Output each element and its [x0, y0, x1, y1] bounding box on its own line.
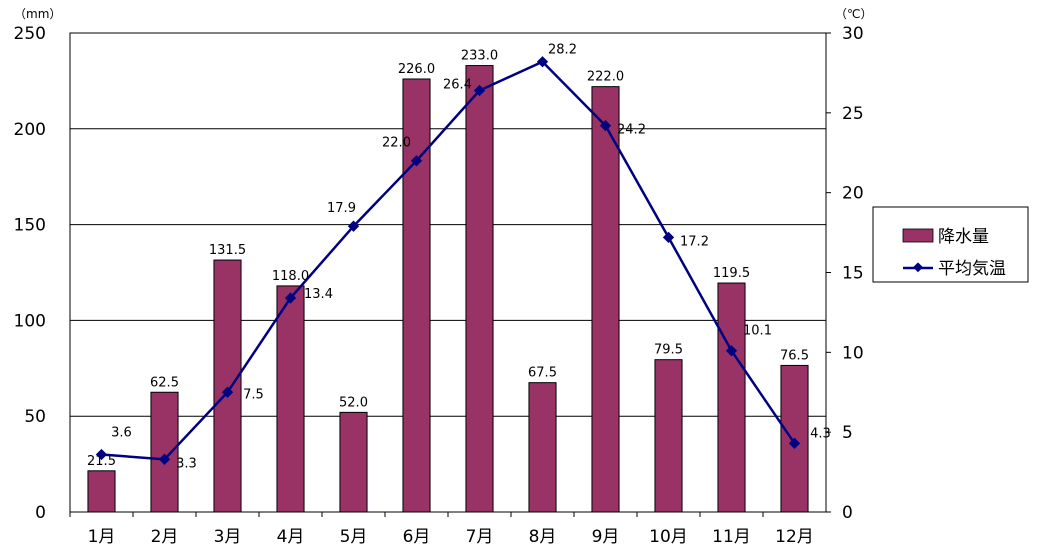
- right-tick-label: 30: [842, 24, 864, 44]
- legend-line-marker: [913, 262, 923, 273]
- left-axis-unit: （mm）: [14, 7, 61, 21]
- left-tick-label: 100: [14, 311, 46, 331]
- precipitation-value-label: 76.5: [780, 348, 809, 363]
- x-category-label: 9月: [592, 527, 620, 547]
- left-tick-label: 150: [14, 216, 46, 236]
- legend-box: [872, 206, 1029, 283]
- legend-precipitation-label: 降水量: [938, 227, 989, 247]
- temperature-value-label: 17.9: [327, 201, 356, 216]
- x-category-label: 11月: [712, 527, 751, 547]
- temperature-point: [788, 437, 801, 450]
- x-category-label: 8月: [529, 527, 557, 547]
- legend: 降水量 平均気温: [872, 206, 1029, 283]
- left-tick-label: 250: [14, 24, 46, 44]
- left-tick-label: 200: [14, 120, 46, 140]
- temperature-value-label: 7.5: [243, 387, 264, 402]
- temperature-point: [158, 453, 171, 465]
- precipitation-bar: [213, 259, 242, 513]
- precipitation-bar: [276, 285, 305, 513]
- temperature-value-label: 3.3: [176, 456, 197, 471]
- precipitation-bar: [717, 282, 746, 513]
- temperature-point: [410, 155, 423, 167]
- temperature-point: [725, 345, 738, 357]
- temperature-line: [95, 56, 801, 465]
- right-tick-label: 15: [842, 264, 864, 284]
- precipitation-value-label: 62.5: [150, 375, 179, 390]
- temperature-value-label: 17.2: [680, 234, 709, 249]
- temperature-point: [536, 56, 549, 68]
- temperature-polyline: [101, 60, 796, 461]
- x-category-label: 6月: [403, 527, 431, 547]
- data-labels: 21.5 62.5 131.5 118.0 52.0 226.0 233.0 67.5 222.…: [87, 43, 831, 472]
- precipitation-value-label: 118.0: [272, 269, 309, 284]
- temperature-value-label: 4.3: [810, 426, 831, 441]
- x-category-label: 12月: [775, 527, 814, 547]
- precipitation-bars: [87, 65, 809, 513]
- precipitation-bar: [591, 86, 620, 513]
- precipitation-value-label: 52.0: [339, 395, 368, 410]
- temperature-value-label: 28.2: [548, 43, 577, 58]
- precipitation-bar: [654, 359, 683, 513]
- legend-bar-swatch: [902, 228, 934, 243]
- precipitation-value-label: 21.5: [87, 454, 116, 469]
- left-tick-label: 50: [24, 407, 46, 427]
- temperature-point: [347, 220, 360, 232]
- left-tick-label: 0: [35, 503, 46, 523]
- precipitation-value-label: 131.5: [209, 243, 246, 258]
- x-category-label: 3月: [214, 527, 242, 547]
- temperature-value-label: 24.2: [617, 123, 646, 138]
- x-category-label: 4月: [277, 527, 305, 547]
- x-category-label: 10月: [649, 527, 688, 547]
- legend-temperature-label: 平均気温: [938, 259, 1006, 279]
- x-category-label: 5月: [340, 527, 368, 547]
- temperature-value-label: 26.4: [443, 77, 472, 92]
- axes: 0 50 100 150 200 250 0 5 10 15 20 25 30 1月 2月 3月 4月 5月 6月 7…: [14, 24, 864, 547]
- precipitation-bar: [87, 470, 116, 513]
- precipitation-value-label: 119.5: [713, 266, 750, 281]
- precipitation-bar: [150, 391, 179, 513]
- temperature-value-label: 13.4: [304, 287, 333, 302]
- temperature-value-label: 10.1: [743, 324, 772, 339]
- precipitation-value-label: 79.5: [654, 343, 683, 358]
- temperature-value-label: 3.6: [111, 426, 132, 441]
- right-tick-label: 25: [842, 104, 864, 124]
- right-tick-label: 10: [842, 343, 864, 363]
- precipitation-value-label: 226.0: [398, 62, 435, 77]
- x-category-label: 2月: [151, 527, 179, 547]
- precipitation-bar: [528, 382, 557, 513]
- precipitation-bar: [339, 411, 368, 513]
- x-category-label: 7月: [466, 527, 494, 547]
- right-tick-label: 20: [842, 184, 864, 204]
- temperature-point: [284, 292, 297, 304]
- right-tick-label: 0: [842, 503, 853, 523]
- right-axis-unit: （℃）: [835, 7, 872, 21]
- precipitation-value-label: 233.0: [461, 49, 498, 64]
- temperature-point: [221, 386, 234, 398]
- precipitation-bar: [465, 65, 494, 513]
- precipitation-value-label: 67.5: [528, 366, 557, 381]
- right-tick-label: 5: [842, 423, 853, 443]
- precipitation-value-label: 222.0: [587, 70, 624, 85]
- temperature-point: [662, 231, 675, 244]
- temperature-value-label: 22.0: [382, 136, 411, 151]
- x-category-label: 1月: [88, 527, 116, 547]
